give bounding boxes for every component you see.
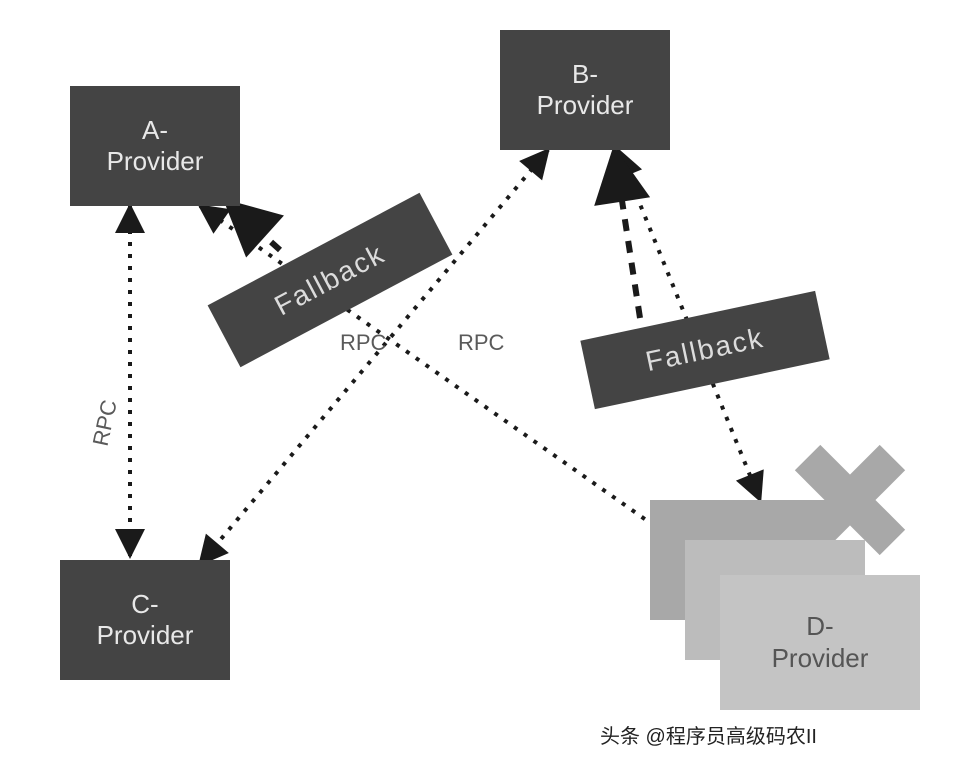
edge-F1-A (230, 205, 280, 250)
edge-label-A-C: RPC (88, 398, 123, 449)
edge-label-A-D: RPC (340, 330, 386, 356)
node-c-provider: C- Provider (60, 560, 230, 680)
node-a-provider: A- Provider (70, 86, 240, 206)
node-c-label: C- Provider (97, 589, 194, 651)
watermark-text: 头条 @程序员高级码农II (600, 720, 817, 749)
diagram-stage: A- Provider B- Provider C- Provider D- P… (0, 0, 954, 767)
fallback-box-1: Fallback (208, 193, 453, 367)
node-d-label: D- Provider (772, 611, 869, 673)
edge-F2-B (615, 155, 640, 318)
edge-label-B-C: RPC (458, 330, 504, 356)
fallback-box-2: Fallback (580, 291, 829, 409)
node-a-label: A- Provider (107, 115, 204, 177)
node-b-label: B- Provider (537, 59, 634, 121)
fallback-1-label: Fallback (269, 238, 390, 323)
fallback-2-label: Fallback (643, 322, 767, 378)
node-b-provider: B- Provider (500, 30, 670, 150)
node-d-provider: D- Provider (720, 575, 920, 710)
